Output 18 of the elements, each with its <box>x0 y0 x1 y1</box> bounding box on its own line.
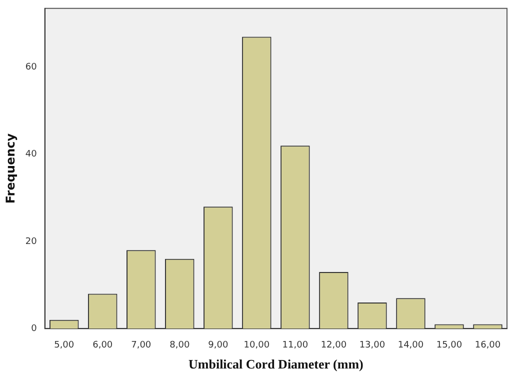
y-axis-title: Frequency <box>3 133 18 204</box>
x-tick-label: 14,00 <box>398 340 424 350</box>
x-tick-label: 8,00 <box>170 340 190 350</box>
x-tick-label: 5,00 <box>54 340 74 350</box>
x-axis-title: Umbilical Cord Diameter (mm) <box>188 356 364 372</box>
x-tick-label: 10,00 <box>244 340 270 350</box>
y-tick-label: 0 <box>31 324 38 334</box>
x-tick-label: 6,00 <box>92 340 113 350</box>
x-tick-label: 7,00 <box>131 340 152 350</box>
x-tick-label: 15,00 <box>436 340 462 350</box>
x-tick-label: 9,00 <box>208 340 228 350</box>
y-tick-label: 20 <box>25 236 38 247</box>
x-tick-label: 13,00 <box>359 340 386 350</box>
x-tick-label: 16,00 <box>474 340 501 350</box>
y-tick-label: 40 <box>25 150 38 160</box>
x-tick-label: 11,00 <box>282 340 308 350</box>
y-tick-label: 60 <box>25 62 38 73</box>
x-tick-label: 12,00 <box>320 340 347 350</box>
